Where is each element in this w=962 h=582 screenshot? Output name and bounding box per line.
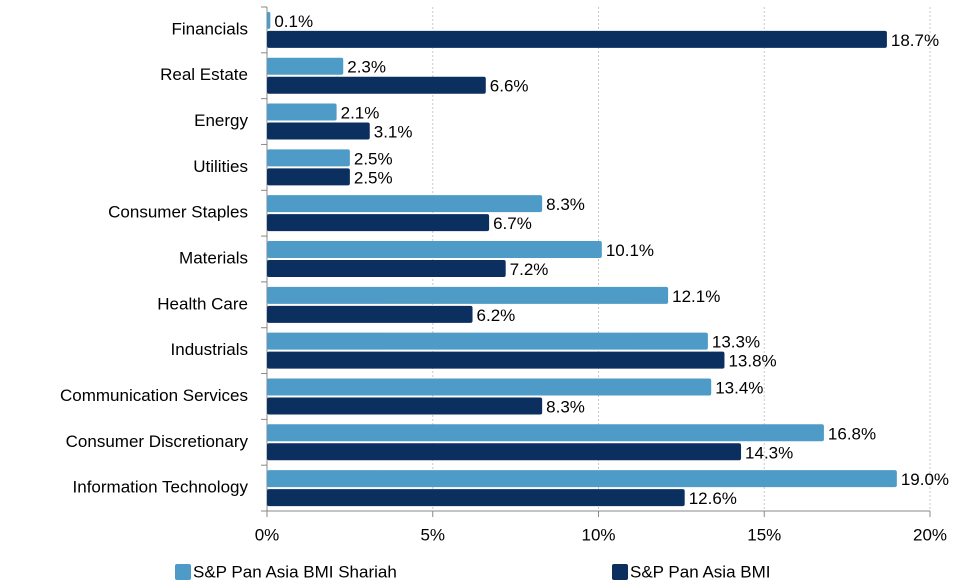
value-label: 2.5% (354, 168, 393, 187)
bar (267, 76, 486, 94)
bar (267, 11, 271, 29)
y-tick-label: Materials (179, 248, 248, 267)
value-label: 2.3% (347, 58, 386, 77)
y-tick-label: Industrials (171, 340, 248, 359)
y-tick-label: Communication Services (60, 386, 248, 405)
x-tick-label: 15% (747, 525, 781, 544)
bar (267, 260, 506, 277)
value-label: 8.3% (546, 397, 585, 416)
x-tick-label: 0% (255, 525, 280, 544)
x-tick-label: 10% (581, 525, 615, 544)
value-label: 13.4% (715, 378, 763, 397)
value-label: 6.7% (493, 214, 532, 233)
y-tick-label: Financials (171, 19, 248, 38)
legend-label: S&P Pan Asia BMI (630, 562, 770, 581)
bar (267, 57, 344, 75)
y-tick-label: Consumer Discretionary (66, 432, 249, 451)
x-tick-label: 5% (420, 525, 445, 544)
value-label: 12.6% (689, 489, 737, 508)
bar (267, 397, 543, 415)
bar (267, 103, 337, 121)
value-label: 19.0% (901, 470, 949, 489)
value-label: 6.2% (477, 306, 516, 325)
bar (267, 351, 725, 369)
value-label: 2.1% (341, 104, 380, 123)
value-label: 3.1% (374, 123, 413, 142)
value-label: 0.1% (274, 12, 313, 31)
y-tick-label: Consumer Staples (108, 203, 248, 222)
legend-label: S&P Pan Asia BMI Shariah (193, 562, 397, 581)
value-label: 2.5% (354, 149, 393, 168)
bar (267, 378, 712, 396)
y-tick-label: Real Estate (160, 65, 248, 84)
bar (267, 214, 490, 232)
bar (267, 30, 887, 48)
legend-swatch (612, 564, 628, 580)
value-label: 10.1% (606, 241, 654, 260)
y-tick-label: Information Technology (73, 478, 249, 497)
bar (267, 443, 742, 461)
bar (267, 489, 685, 507)
bar (267, 149, 350, 167)
value-label: 12.1% (672, 287, 720, 306)
bar (267, 305, 473, 323)
x-tick-label: 20% (913, 525, 947, 544)
bar (267, 332, 708, 350)
bar (267, 470, 897, 488)
value-label: 16.8% (828, 424, 876, 443)
bar (267, 286, 669, 304)
y-tick-label: Energy (194, 111, 248, 130)
value-label: 13.3% (712, 333, 760, 352)
value-label: 14.3% (745, 443, 793, 462)
value-label: 13.8% (728, 352, 776, 371)
bar (267, 424, 824, 442)
bar (267, 168, 350, 186)
bar (267, 122, 370, 140)
legend-swatch (175, 564, 191, 580)
value-label: 18.7% (891, 31, 939, 50)
y-tick-label: Health Care (157, 294, 248, 313)
value-label: 6.6% (490, 77, 529, 96)
bar (267, 195, 543, 213)
bar (267, 241, 602, 258)
value-label: 8.3% (546, 195, 585, 214)
value-label: 7.2% (510, 260, 549, 279)
y-tick-label: Utilities (193, 157, 248, 176)
